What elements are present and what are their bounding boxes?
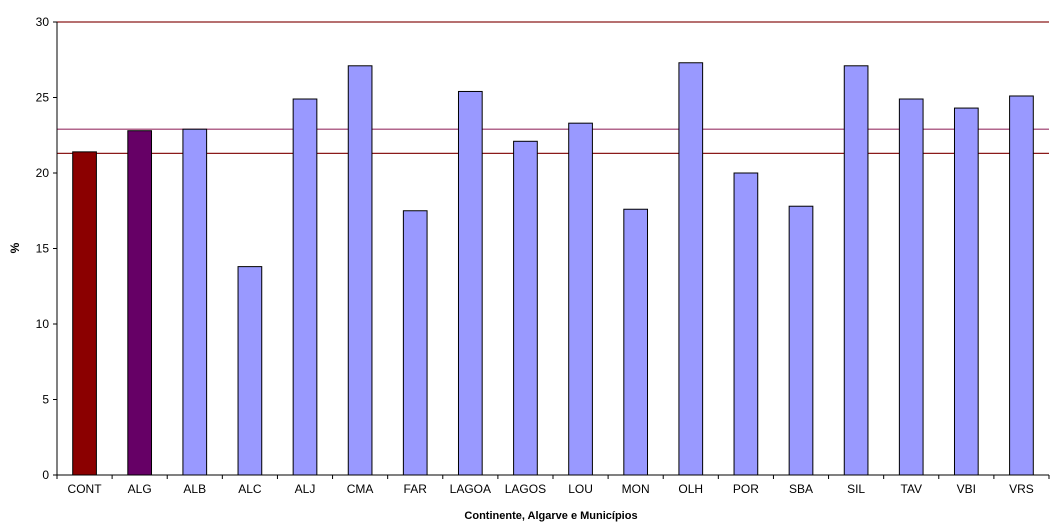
x-tick-label-lagos: LAGOS <box>505 482 546 496</box>
bar-far <box>402 210 428 476</box>
y-tick-label: 25 <box>36 91 50 105</box>
y-tick-label: 20 <box>36 166 50 180</box>
x-tick-label-alj: ALJ <box>295 482 316 496</box>
bar-lagos <box>513 140 538 476</box>
x-tick-label-sba: SBA <box>789 482 813 496</box>
y-tick-label: 5 <box>42 393 49 407</box>
y-tick-labels: 0 5 10 15 20 25 30 <box>36 15 57 482</box>
x-tick-labels: CONT ALG ALB ALC ALJ CMA FAR LAGOA LAGOS LOU MON OL… <box>56 475 1050 496</box>
y-tick-label: 0 <box>42 468 49 482</box>
bar-alg <box>127 130 153 476</box>
x-tick-label-alg: ALG <box>128 482 152 496</box>
bar-cma <box>347 65 373 476</box>
x-tick-label-vrs: VRS <box>1009 482 1034 496</box>
bar-olh <box>678 62 704 476</box>
bar-lou <box>568 122 593 476</box>
bar-lagoa <box>457 90 483 476</box>
x-tick-label-far: FAR <box>404 482 428 496</box>
x-tick-label-alb: ALB <box>183 482 206 496</box>
bar-cont <box>72 151 97 476</box>
x-tick-label-mon: MON <box>622 482 650 496</box>
bar-por <box>733 172 759 476</box>
bar-sil <box>843 65 869 476</box>
bar-mon <box>623 208 649 476</box>
bar-sba <box>788 205 814 476</box>
bar-vrs <box>1009 95 1034 476</box>
y-tick-label: 15 <box>36 242 50 256</box>
bar-tav <box>898 98 924 476</box>
y-axis-label: % <box>8 242 22 253</box>
y-tick-label: 10 <box>36 317 50 331</box>
x-tick-label-tav: TAV <box>900 482 922 496</box>
bar-alb <box>182 128 208 476</box>
x-tick-label-lagoa: LAGOA <box>450 482 491 496</box>
x-tick-label-lou: LOU <box>568 482 593 496</box>
x-tick-label-vbi: VBI <box>957 482 976 496</box>
x-tick-label-por: POR <box>733 482 759 496</box>
x-tick-label-sil: SIL <box>847 482 865 496</box>
x-tick-label-alc: ALC <box>238 482 262 496</box>
bars <box>72 62 1034 476</box>
x-tick-label-olh: OLH <box>678 482 703 496</box>
x-axis-label: Continente, Algarve e Municípios <box>464 510 637 522</box>
y-tick-label: 30 <box>36 15 50 29</box>
x-tick-label-cont: CONT <box>68 482 103 496</box>
reference-lines <box>57 21 1049 154</box>
bar-alj <box>292 98 318 476</box>
bar-alc <box>237 266 263 476</box>
x-tick-label-cma: CMA <box>347 482 374 496</box>
bar-vbi <box>953 107 979 476</box>
